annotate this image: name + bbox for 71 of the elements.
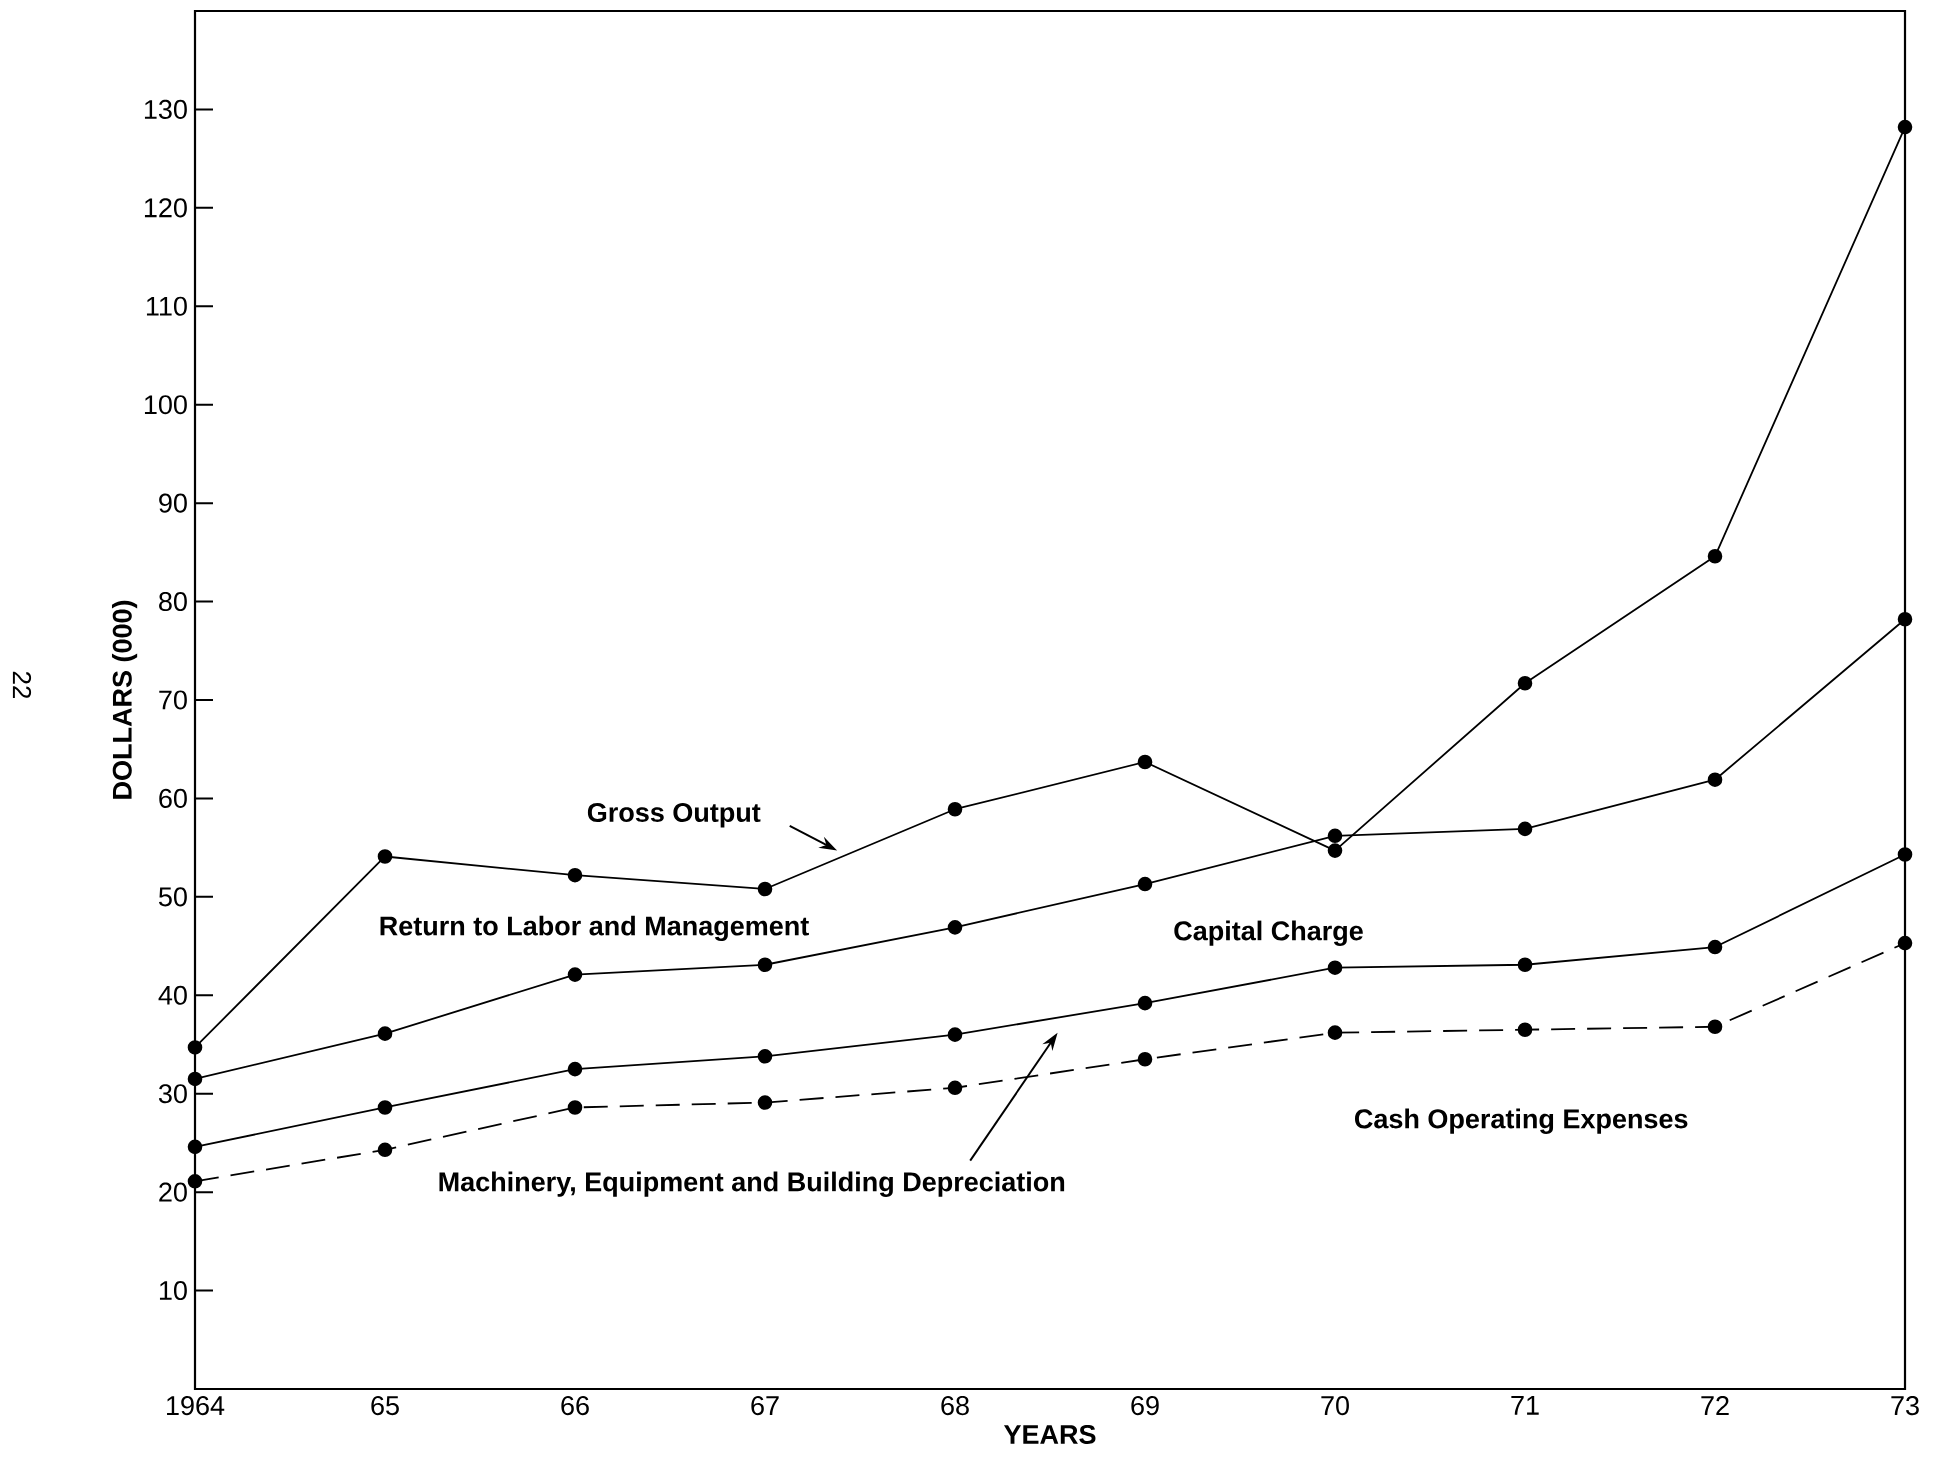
point [187,1071,203,1087]
y-tick-label: 60 [159,788,187,808]
point [377,849,393,864]
point [947,1080,963,1096]
y-tick-label: 50 [158,887,187,907]
point [757,957,773,973]
y-tick-label: 130 [144,99,187,119]
y-tick-label: 100 [144,395,187,415]
annotation: Gross Output [587,802,761,828]
point [567,967,583,982]
y-tick-label: 120 [144,198,187,218]
point [1897,847,1913,862]
x-tick-label: 68 [941,1396,969,1416]
point [187,1040,203,1055]
point [757,881,773,897]
point [1137,754,1153,770]
y-tick-label: 90 [159,493,187,513]
point [947,1027,963,1042]
point [1327,1025,1343,1040]
point [1327,828,1343,844]
point [947,801,963,817]
point [1707,772,1723,788]
x-tick-label: 67 [751,1396,779,1416]
point [1517,675,1533,691]
point [1707,548,1723,564]
y-tick-label: 30 [158,1084,187,1104]
x-tick-label: 70 [1321,1396,1349,1416]
point [1137,1051,1153,1067]
y-tick-label: 10 [159,1281,187,1301]
point [1707,939,1723,955]
x-tick-label: 72 [1701,1396,1729,1415]
annotation: Return to Labor and Management [380,915,809,941]
point [1327,960,1343,976]
y-tick-label: 110 [146,296,187,316]
annotation: Cash Operating Expenses [1355,1108,1688,1134]
point [757,1048,773,1064]
y-tick-label: 20 [159,1182,187,1202]
point [1897,611,1913,627]
x-axis-title: YEARS [1003,1424,1096,1444]
x-tick-label: 1964 [167,1396,225,1416]
point [377,1142,393,1158]
x-tick-label: 71 [1511,1396,1539,1415]
y-tick-label: 40 [158,985,187,1005]
point [1707,1019,1723,1035]
point [1327,843,1343,858]
point [757,1095,773,1110]
y-tick-label: 80 [159,591,187,612]
point [567,1100,583,1115]
point [1517,957,1533,973]
point [947,920,963,935]
point [1897,119,1913,135]
x-tick-label: 66 [561,1396,589,1416]
point [377,1100,393,1115]
point [1517,1022,1533,1038]
point [1137,876,1153,892]
x-tick-label: 65 [371,1396,399,1416]
point [567,867,583,883]
point [187,1139,203,1155]
x-tick-label: 69 [1131,1396,1159,1416]
point [1137,995,1153,1011]
annotation: Capital Charge [1174,920,1363,946]
point [377,1026,393,1041]
point [567,1061,583,1077]
text: 22 [12,671,32,699]
y-axis-title: DOLLARS (000) [111,600,138,799]
annotation: Machinery, Equipment and Building Depreciation [439,1171,1065,1197]
x-tick-label: 73 [1891,1396,1919,1416]
point [1517,821,1533,837]
point [1897,935,1913,951]
y-tick-label: 70 [159,690,187,710]
point [187,1174,203,1189]
